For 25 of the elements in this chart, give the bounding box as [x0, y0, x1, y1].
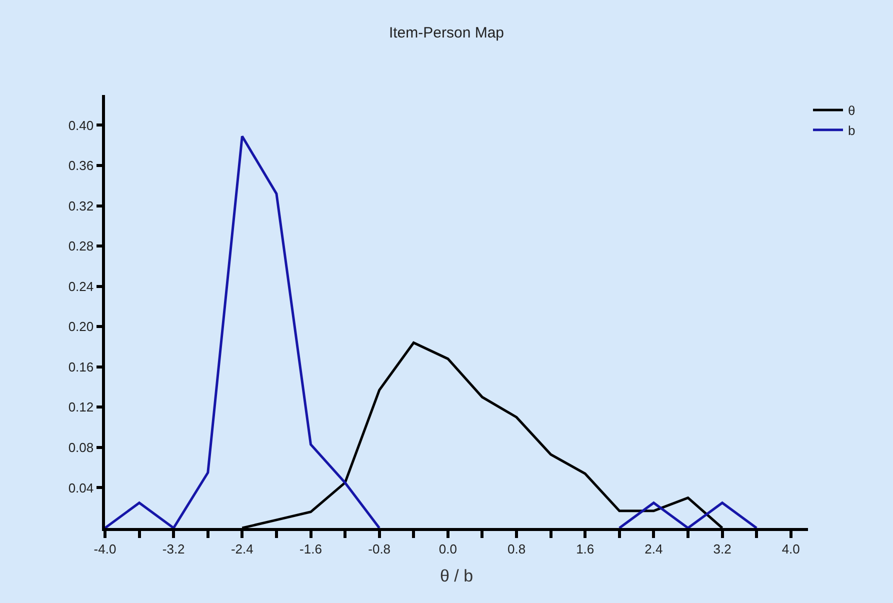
- x-tick-label: 0.0: [438, 541, 457, 556]
- chart-title: Item-Person Map: [388, 24, 504, 42]
- x-tick-label: 3.2: [713, 541, 732, 556]
- x-tick-label: -3.2: [162, 541, 185, 556]
- y-tick-label: 0.08: [68, 440, 94, 455]
- x-tick-label: 4.0: [782, 541, 800, 556]
- x-tick-label: 0.8: [507, 541, 526, 556]
- x-tick-label: 2.4: [644, 541, 663, 556]
- x-tick-label: -1.6: [300, 541, 322, 556]
- legend-label: b: [848, 122, 856, 138]
- legend-label: θ: [848, 103, 856, 118]
- y-tick-label: 0.28: [68, 238, 94, 254]
- x-tick-label: -0.8: [368, 541, 391, 556]
- x-tick-label: -4.0: [94, 541, 116, 556]
- y-tick-label: 0.12: [68, 400, 94, 415]
- y-tick-label: 0.32: [68, 198, 94, 214]
- y-tick-label: 0.40: [68, 118, 94, 133]
- y-tick-label: 0.16: [68, 359, 94, 374]
- y-tick-label: 0.24: [68, 278, 94, 294]
- x-axis-title: θ / b: [440, 566, 474, 586]
- y-tick-label: 0.04: [68, 480, 94, 496]
- x-tick-label: -2.4: [230, 541, 254, 556]
- x-tick-label: 1.6: [576, 541, 594, 556]
- y-tick-label: 0.36: [68, 158, 94, 174]
- y-tick-label: 0.20: [68, 319, 94, 334]
